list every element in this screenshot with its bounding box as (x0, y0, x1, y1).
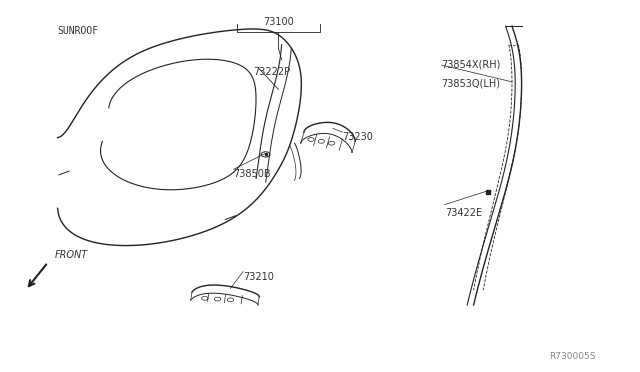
Text: R730005S: R730005S (548, 352, 595, 361)
Text: 73100: 73100 (263, 17, 294, 27)
Text: 73853Q(LH): 73853Q(LH) (442, 78, 500, 88)
Text: SUNROOF: SUNROOF (58, 26, 99, 36)
Text: 73230: 73230 (342, 132, 373, 142)
Text: 73222P: 73222P (253, 67, 290, 77)
Text: FRONT: FRONT (54, 250, 88, 260)
Text: 73422E: 73422E (445, 208, 482, 218)
Text: 73210: 73210 (243, 272, 274, 282)
Text: 73854X(RH): 73854X(RH) (442, 60, 501, 70)
Text: 73850B: 73850B (234, 169, 271, 179)
